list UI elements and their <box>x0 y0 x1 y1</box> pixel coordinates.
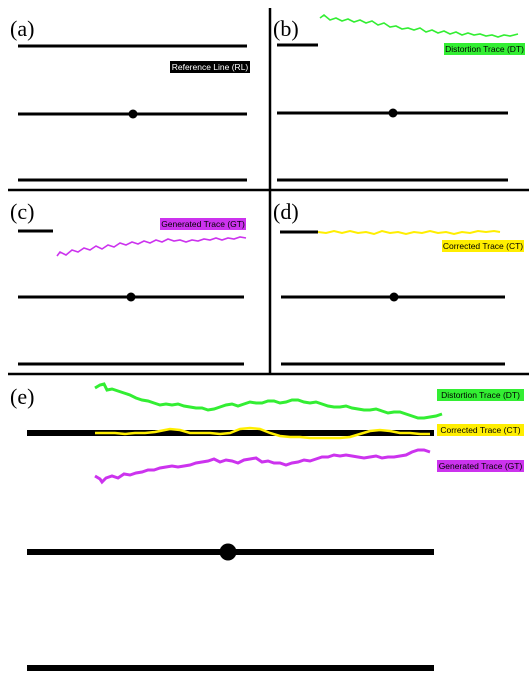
generated-trace-tag-bg <box>160 218 246 230</box>
panel-c: (c) Generated Trace (GT) <box>10 199 247 366</box>
generated-trace-tag: Generated Trace (GT) <box>161 219 245 229</box>
panel-b-label: (b) <box>273 16 299 41</box>
panel-dividers <box>8 8 529 376</box>
corrected-trace-tag: Corrected Trace (CT) <box>443 241 523 251</box>
reference-line-tag: Reference Line (RL) <box>172 62 249 72</box>
panel-d: (d) Corrected Trace (CT) <box>273 199 524 366</box>
pivot-dot <box>128 109 138 119</box>
corrected-trace-tag: Corrected Trace (CT) <box>440 425 520 435</box>
distortion-trace-tag: Distortion Trace (DT) <box>445 44 524 54</box>
pivot-dot <box>219 543 237 561</box>
reference-line-tag-bg <box>170 61 250 73</box>
generated-trace-tag: Generated Trace (GT) <box>439 461 523 471</box>
distortion-trace <box>94 382 443 420</box>
distortion-trace-tag-bg <box>437 389 524 401</box>
panel-c-label: (c) <box>10 199 34 224</box>
pivot-dot <box>388 108 398 118</box>
corrected-trace <box>317 229 501 236</box>
distortion-trace-tag-bg <box>444 43 525 55</box>
panel-a: (a) Reference Line (RL) <box>10 16 250 182</box>
panel-a-label: (a) <box>10 16 34 41</box>
panel-e: (e) Distortion Trace (DT) Corrected Trac… <box>10 382 524 671</box>
panel-b: (b) Distortion Trace (DT) <box>273 13 525 182</box>
pivot-dot <box>126 292 136 302</box>
generated-trace <box>94 448 431 485</box>
panel-e-label: (e) <box>10 384 34 409</box>
distortion-trace <box>319 13 519 38</box>
pivot-dot <box>389 292 399 302</box>
corrected-trace <box>95 426 430 440</box>
distortion-trace-tag: Distortion Trace (DT) <box>441 390 520 400</box>
panel-d-label: (d) <box>273 199 299 224</box>
corrected-trace-tag-bg <box>437 424 524 436</box>
corrected-trace-tag-bg <box>442 240 524 252</box>
generated-trace-tag-bg <box>437 460 524 472</box>
generated-trace <box>56 236 247 257</box>
